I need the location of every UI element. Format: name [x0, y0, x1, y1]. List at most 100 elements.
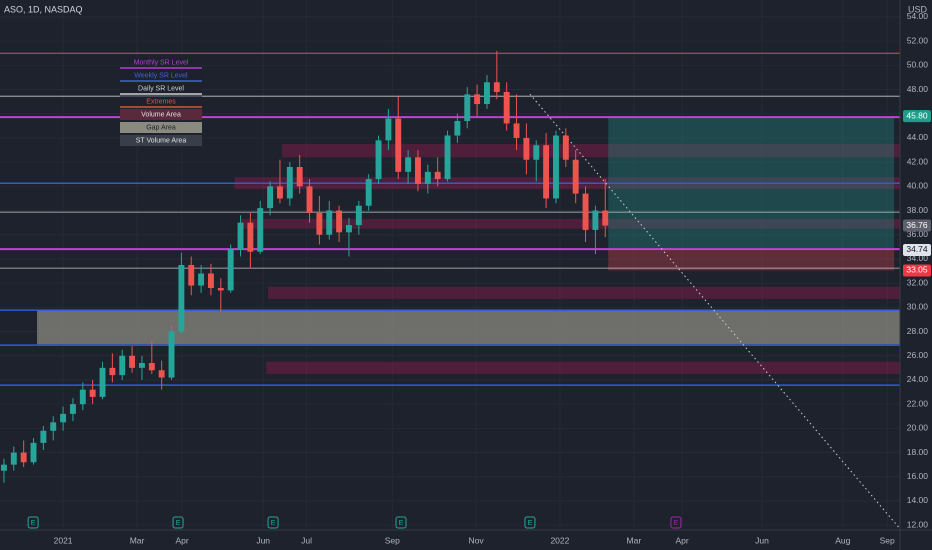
event-label: E [31, 520, 36, 527]
y-tick-label: 12.00 [907, 519, 929, 529]
candle-body [336, 210, 343, 233]
x-tick-label: Aug [835, 535, 850, 545]
legend-label: Monthly SR Level [134, 59, 189, 66]
candle-body [30, 442, 37, 463]
candle-body [99, 367, 106, 397]
price-label: 34.74 [906, 244, 928, 254]
x-tick-label: Nov [469, 535, 485, 545]
price-label-bg [903, 110, 931, 123]
candle-body [306, 186, 313, 213]
event-icon [27, 516, 39, 529]
zone [268, 286, 900, 299]
candle-body [286, 166, 293, 199]
candle-body [582, 193, 589, 230]
x-tick-label: Sep [880, 535, 895, 545]
currency: USD [908, 4, 928, 14]
candle-body [562, 135, 569, 160]
chart-title: ASO, 1D, NASDAQ [4, 4, 83, 14]
y-tick-label: 30.00 [907, 302, 929, 312]
legend-box [120, 122, 202, 133]
legend-label: Weekly SR Level [134, 72, 188, 79]
candle-body [237, 222, 244, 250]
y-tick-label: 28.00 [907, 326, 929, 336]
event-icon [172, 516, 184, 529]
legend-label: ST Volume Area [136, 137, 187, 144]
event-label: E [271, 520, 276, 527]
legend-label: Extremes [146, 98, 176, 105]
candle-body [207, 273, 214, 288]
candle-body [267, 186, 274, 209]
candle-body [148, 363, 155, 371]
candle-body [355, 205, 362, 226]
candle-body [20, 452, 27, 463]
candle-body [602, 210, 609, 226]
candle-body [89, 389, 96, 397]
candle-body [385, 118, 392, 141]
candle-body [493, 82, 500, 92]
price-label-bg [903, 264, 931, 277]
legend-box [120, 83, 202, 94]
candle-body [572, 159, 579, 194]
event-label: E [674, 520, 679, 527]
x-tick-label: 2022 [550, 535, 569, 545]
candle-body [484, 82, 490, 105]
y-tick-label: 44.00 [907, 132, 929, 142]
y-tick-label: 48.00 [907, 84, 929, 94]
x-tick-label: Jul [301, 535, 312, 545]
y-tick-label: 54.00 [907, 11, 929, 21]
candle-body [188, 265, 195, 286]
legend-box [120, 135, 202, 146]
x-tick-label: Sep [385, 535, 400, 545]
x-tick-label: Apr [175, 535, 188, 545]
candle-body [138, 363, 145, 368]
y-tick-label: 14.00 [907, 495, 929, 505]
y-tick-label: 40.00 [907, 181, 929, 191]
y-tick-label: 42.00 [907, 156, 929, 166]
candle-body [10, 452, 17, 465]
candle-body [129, 355, 136, 368]
candle-body [395, 118, 402, 172]
candle-body [0, 464, 7, 471]
candle-body [217, 287, 224, 291]
candle-body [553, 135, 559, 199]
candle-body [375, 140, 382, 180]
candle-body [119, 355, 126, 376]
candle-body [592, 210, 599, 230]
legend-box [120, 70, 202, 81]
candle-body [50, 422, 57, 431]
y-tick-label: 24.00 [907, 374, 929, 384]
candle-body [158, 370, 165, 378]
zone [37, 310, 900, 345]
candle-body [523, 137, 530, 160]
candle-body [198, 273, 205, 286]
legend-label: Volume Area [141, 111, 181, 118]
event-icon [267, 516, 279, 529]
legend-box [120, 96, 202, 107]
y-tick-label: 38.00 [907, 205, 929, 215]
price-label: 36.76 [906, 220, 928, 230]
candle-body [503, 91, 510, 124]
candle-body [405, 157, 412, 172]
price-label-bg [903, 219, 931, 232]
y-tick-label: 26.00 [907, 350, 929, 360]
candle-body [533, 145, 540, 160]
candle-body [454, 121, 461, 136]
legend-box [120, 57, 202, 68]
candle-body [474, 94, 481, 105]
price-label-bg [903, 243, 931, 256]
candle-body [168, 331, 175, 378]
legend-box [120, 109, 202, 120]
y-tick-label: 34.00 [907, 253, 929, 263]
y-tick-label: 20.00 [907, 423, 929, 433]
trend-line [529, 93, 901, 530]
candle-body [444, 135, 451, 180]
y-tick-label: 18.00 [907, 447, 929, 457]
candle-body [69, 404, 76, 414]
y-tick-label: 32.00 [907, 277, 929, 287]
event-label: E [399, 520, 404, 527]
price-label: 45.80 [906, 110, 928, 120]
candle-body [276, 186, 283, 199]
candle-body [464, 94, 471, 122]
candle-body [257, 208, 264, 252]
